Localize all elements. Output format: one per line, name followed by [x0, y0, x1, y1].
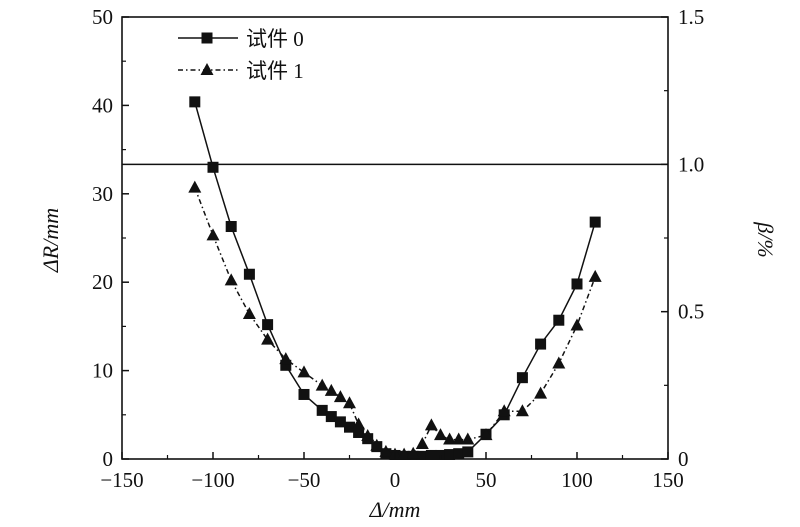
- legend-label-series-0: 试件 0: [246, 27, 304, 51]
- x-tick-label: 150: [652, 468, 684, 492]
- series-0-point: [516, 372, 528, 384]
- series-1-point: [479, 428, 493, 441]
- series-0-point: [453, 448, 465, 460]
- series-1-point: [452, 432, 466, 445]
- series-0-point: [435, 449, 446, 460]
- legend-label-series-1: 试件 1: [246, 59, 304, 83]
- series-1-point: [206, 228, 220, 241]
- series-1-point: [515, 404, 529, 417]
- y2-tick-label: 0: [678, 447, 689, 471]
- y-tick-label: 10: [92, 359, 113, 383]
- series-1-point: [343, 396, 356, 409]
- x-tick-label: 0: [390, 468, 401, 492]
- legend-marker-square: [201, 32, 213, 44]
- series-0-point: [462, 446, 474, 458]
- series-1-point: [588, 269, 602, 282]
- series-1-point: [352, 417, 366, 430]
- series-0-point: [416, 450, 428, 460]
- y-tick-label: 20: [92, 270, 113, 294]
- series-1-point: [370, 438, 384, 451]
- series-1-point: [242, 307, 256, 320]
- series-0-point: [334, 416, 346, 428]
- y-tick-label: 0: [103, 447, 114, 471]
- series-1-point: [279, 352, 293, 365]
- series-0-point: [589, 216, 601, 228]
- y-tick-label: 30: [92, 182, 113, 206]
- y2-tick-label: 1.5: [678, 5, 704, 29]
- series-1-point: [361, 429, 375, 442]
- series-0-point: [353, 426, 365, 438]
- series-1-point: [534, 386, 548, 399]
- series-1-point: [424, 418, 438, 431]
- series-1-point: [297, 365, 311, 378]
- y-tick-label: 40: [92, 93, 113, 117]
- series-0-point: [444, 449, 456, 460]
- y2-tick-label: 1.0: [678, 152, 704, 176]
- series-1-point: [552, 356, 566, 369]
- series-1-line: [194, 187, 596, 456]
- x-tick-label: −150: [100, 468, 143, 492]
- x-tick-label: 100: [561, 468, 593, 492]
- legend-marker-triangle: [200, 63, 214, 75]
- series-0-point: [344, 421, 355, 433]
- series-1-point: [379, 444, 393, 457]
- series-1-point: [415, 436, 429, 449]
- series-0-point: [243, 268, 255, 280]
- series-1-point: [497, 404, 511, 417]
- series-0-point: [189, 96, 201, 108]
- x-tick-label: 50: [476, 468, 497, 492]
- series-0-point: [298, 388, 310, 400]
- series-1-point: [406, 446, 420, 459]
- series-1-point: [224, 273, 238, 286]
- series-0-point: [280, 359, 292, 371]
- series-1-point: [397, 447, 411, 460]
- y2-tick-label: 0.5: [678, 300, 704, 324]
- x-tick-label: −50: [288, 468, 321, 492]
- x-tick-label: −100: [191, 468, 234, 492]
- series-1-point: [570, 318, 584, 331]
- series-0-point: [325, 411, 337, 423]
- legend: 试件 0 试件 1: [178, 27, 304, 83]
- series-0-point: [207, 161, 219, 173]
- y2-axis-title: β/%: [753, 221, 778, 257]
- series-1-point: [315, 378, 329, 391]
- series-1-point: [188, 180, 202, 193]
- series-0-point: [262, 319, 274, 331]
- series-1-point: [461, 432, 475, 445]
- series-1-point: [333, 390, 347, 403]
- series-1-point: [324, 383, 338, 396]
- plot-frame: [121, 16, 669, 460]
- series-0-point: [553, 314, 565, 326]
- series-0-point: [571, 278, 583, 290]
- series-1-point: [261, 332, 275, 345]
- y-tick-label: 50: [92, 5, 113, 29]
- series-1-point: [434, 428, 447, 441]
- series-1-point: [443, 432, 457, 445]
- series-0-point: [535, 338, 547, 350]
- x-axis-title: Δ/mm: [369, 497, 421, 522]
- series-0-point: [316, 404, 328, 416]
- y-axis-title: ΔR/mm: [38, 208, 63, 273]
- series-0-point: [425, 449, 437, 460]
- series-0-point: [225, 221, 237, 233]
